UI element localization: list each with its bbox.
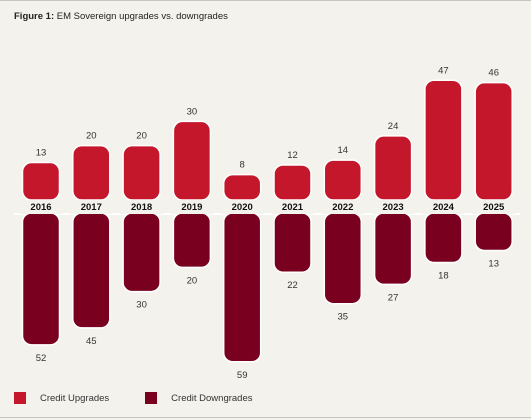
year-band-2023	[371, 200, 415, 214]
year-band-2022	[321, 200, 365, 214]
bar-downgrade-2019	[172, 212, 212, 269]
year-band-2024	[421, 200, 465, 214]
year-label-2021: 2021	[282, 202, 304, 213]
label-upgrade-2019: 30	[187, 106, 198, 117]
bar-upgrade-2024	[424, 79, 463, 201]
label-upgrade-2022: 14	[338, 145, 349, 156]
bar-downgrade-2023	[373, 212, 413, 286]
legend-label-downgrades: Credit Downgrades	[171, 392, 253, 404]
year-label-2016: 2016	[30, 202, 51, 213]
bar-upgrade-2018	[122, 144, 161, 201]
label-upgrade-2020: 8	[240, 160, 245, 171]
year-label-2022: 2022	[332, 202, 353, 213]
legend-item-downgrades: Credit Downgrades	[145, 392, 253, 404]
bar-upgrade-2016	[21, 161, 61, 201]
year-label-2024: 2024	[433, 202, 455, 213]
year-label-2018: 2018	[131, 202, 152, 213]
bar-downgrade-2024	[424, 212, 463, 264]
label-downgrade-2024: 18	[438, 271, 449, 282]
year-band-2021	[271, 200, 314, 214]
bar-downgrade-2018	[122, 212, 161, 293]
bar-upgrade-2021	[273, 164, 312, 201]
label-upgrade-2025: 46	[488, 68, 499, 79]
label-upgrade-2018: 20	[136, 131, 147, 142]
bar-upgrade-2017	[72, 144, 111, 201]
label-downgrade-2017: 45	[86, 336, 97, 347]
bar-downgrade-2021	[273, 212, 312, 273]
figure-label: Figure 1:	[14, 11, 55, 22]
label-downgrade-2023: 27	[388, 292, 399, 303]
top-rule	[0, 0, 531, 1]
label-upgrade-2017: 20	[86, 131, 97, 142]
legend-label-upgrades: Credit Upgrades	[40, 392, 110, 404]
bar-downgrade-2017	[72, 212, 111, 329]
label-upgrade-2023: 24	[388, 121, 399, 132]
year-label-2020: 2020	[232, 202, 253, 213]
label-downgrade-2025: 13	[488, 258, 499, 269]
diverging-bar-chart: 13 52 2016 20 45 2017 20 30 2018 30 20 2019 8 59 2020 1…	[14, 65, 520, 381]
figure-title: Figure 1: EM Sovereign upgrades vs. down…	[14, 11, 228, 22]
bar-downgrade-2025	[474, 212, 513, 252]
label-downgrade-2020: 59	[237, 370, 248, 381]
bar-upgrade-2023	[373, 135, 413, 201]
year-band-2025	[472, 200, 516, 214]
bar-downgrade-2016	[21, 212, 61, 346]
label-upgrade-2024: 47	[438, 65, 449, 76]
bar-downgrade-2022	[323, 212, 363, 305]
bar-upgrade-2019	[172, 120, 212, 201]
bar-upgrade-2020	[222, 173, 262, 201]
year-label-2019: 2019	[181, 202, 202, 213]
legend: Credit Upgrades Credit Downgrades	[14, 392, 289, 404]
year-label-2017: 2017	[81, 202, 102, 213]
bottom-rule	[0, 417, 531, 418]
label-downgrade-2021: 22	[287, 280, 298, 291]
bar-upgrade-2022	[323, 159, 363, 201]
legend-item-upgrades: Credit Upgrades	[14, 392, 109, 404]
label-upgrade-2021: 12	[287, 150, 298, 161]
year-band-2020	[220, 200, 264, 214]
year-band-2016	[19, 200, 63, 214]
bar-upgrade-2025	[474, 81, 513, 201]
year-band-2017	[69, 200, 113, 214]
label-downgrade-2019: 20	[187, 275, 198, 286]
year-band-2018	[120, 200, 164, 214]
label-upgrade-2016: 13	[36, 148, 47, 159]
year-band-2019	[170, 200, 214, 214]
legend-swatch-upgrades	[14, 392, 26, 404]
year-label-2025: 2025	[483, 202, 505, 213]
label-downgrade-2018: 30	[136, 300, 147, 311]
label-downgrade-2016: 52	[36, 353, 47, 364]
figure-title-text: EM Sovereign upgrades vs. downgrades	[56, 11, 228, 22]
bar-downgrade-2020	[222, 212, 262, 363]
legend-swatch-downgrades	[145, 392, 158, 404]
year-label-2023: 2023	[383, 202, 404, 213]
label-downgrade-2022: 35	[338, 312, 349, 323]
